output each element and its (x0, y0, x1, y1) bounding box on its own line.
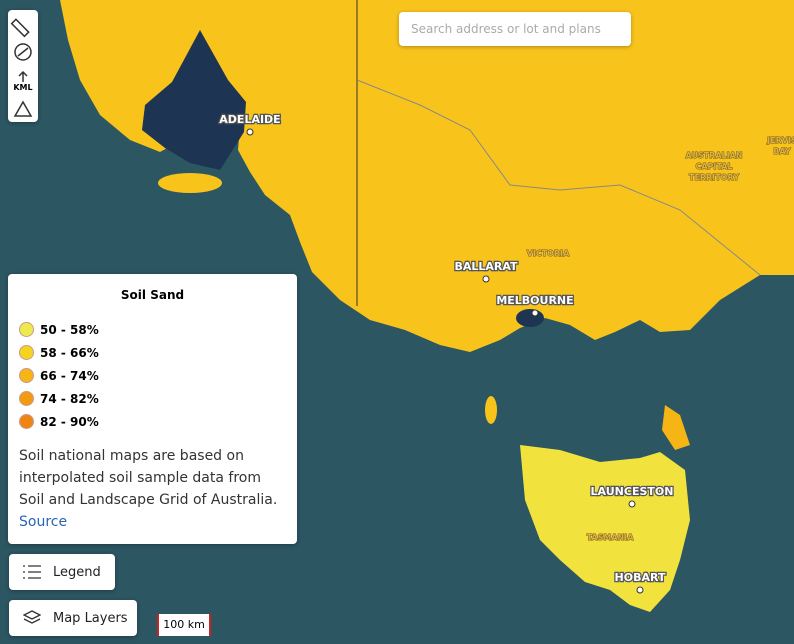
place-label: LAUNCESTON (591, 485, 674, 498)
port-phillip (516, 309, 544, 327)
legend-item: 58 - 66% (19, 341, 286, 364)
place-dot (636, 586, 644, 594)
legend-title: Soil Sand (120, 288, 185, 302)
search-box[interactable]: Search address or lot and plans (399, 12, 631, 46)
measure-icon[interactable] (10, 18, 30, 38)
mainland (60, 0, 794, 352)
place-label: VICTORIA (527, 249, 570, 258)
place-label: MELBOURNE (496, 294, 573, 307)
legend-label: 58 - 66% (40, 345, 99, 360)
map-layers-button[interactable]: Map Layers (9, 600, 137, 636)
swatch (19, 414, 34, 429)
place-label: ADELAIDE (219, 113, 280, 126)
tasmania (520, 445, 690, 612)
place-label: CAPITAL (695, 162, 732, 171)
toolbar: KML (8, 10, 38, 122)
place-label: TERRITORY (689, 173, 739, 182)
legend-item: 74 - 82% (19, 387, 286, 410)
button-label: Map Layers (53, 610, 128, 626)
swatch (19, 368, 34, 383)
legend-label: 50 - 58% (40, 322, 99, 337)
place-label: BAY (773, 147, 791, 156)
kml-icon[interactable]: KML (13, 83, 32, 92)
place-dot (482, 275, 490, 283)
legend-item: 50 - 58% (19, 318, 286, 341)
legend-label: 82 - 90% (40, 414, 99, 429)
legend-items: 50 - 58% 58 - 66% 66 - 74% 74 - 82% 82 - 90% (19, 318, 286, 433)
layers-icon (23, 610, 41, 624)
gulf (142, 30, 246, 170)
legend-item: 66 - 74% (19, 364, 286, 387)
king-island (485, 396, 497, 424)
legend-item: 82 - 90% (19, 410, 286, 433)
place-dot (628, 500, 636, 508)
flinders-island (662, 405, 690, 450)
place-label: BALLARAT (454, 260, 518, 273)
legend-label: 74 - 82% (40, 391, 99, 406)
legend-panel: Soil Sand 50 - 58% 58 - 66% 66 - 74% 74 - 8… (8, 274, 297, 544)
swatch (19, 391, 34, 406)
legend-label: 66 - 74% (40, 368, 99, 383)
list-icon (23, 565, 41, 579)
map-labels: ADELAIDE BALLARAT VICTORIA MELBOURNE AUSTRAL… (218, 112, 794, 594)
toolbar-icons: KML (10, 18, 33, 117)
place-label: HOBART (615, 571, 666, 584)
scale-bar: 100 km (157, 614, 211, 636)
place-dot (531, 309, 539, 317)
legend-button[interactable]: Legend (9, 554, 115, 590)
upload-arrow (18, 70, 28, 82)
compass-needle (17, 47, 29, 57)
swatch (19, 345, 34, 360)
area-icon[interactable] (13, 100, 33, 117)
source-link[interactable]: Source (19, 514, 68, 530)
compass-icon[interactable] (14, 43, 32, 61)
place-label: TASMANIA (587, 533, 635, 542)
state-border (356, 79, 761, 276)
description-text: Soil national maps are based on interpol… (19, 448, 278, 508)
place-label: AUSTRALIAN (686, 151, 743, 160)
place-dot (246, 128, 254, 136)
place-label: JERVIS (766, 136, 794, 145)
kangaroo-island (158, 173, 222, 193)
button-label: Legend (53, 564, 101, 580)
swatch (19, 322, 34, 337)
legend-description: Soil national maps are based on interpol… (19, 445, 286, 533)
